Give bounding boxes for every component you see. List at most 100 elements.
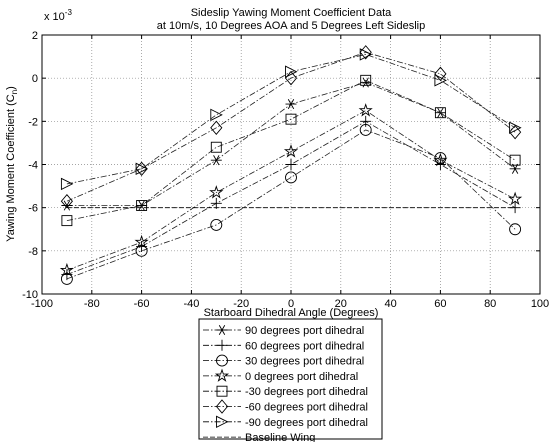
series-line xyxy=(66,110,516,271)
x-tick-label: 60 xyxy=(434,298,446,310)
x-tick-label: -40 xyxy=(183,298,199,310)
y-tick-label: -8 xyxy=(28,246,38,258)
x-tick-label: -20 xyxy=(233,298,249,310)
square-marker xyxy=(285,113,297,125)
chart-title: Sideslip Yawing Moment Coefficient Data xyxy=(191,7,392,19)
asterisk-marker xyxy=(61,200,73,211)
series-plus xyxy=(61,115,521,281)
star-marker xyxy=(209,185,224,199)
chart-subtitle: at 10m/s, 10 Degrees AOA and 5 Degrees L… xyxy=(157,20,425,32)
square-marker xyxy=(434,107,446,119)
star-marker xyxy=(59,262,74,277)
triangle-right-marker xyxy=(210,108,223,122)
plus-marker xyxy=(285,159,297,170)
legend-item: Baseline Wing xyxy=(203,432,315,442)
diamond-marker xyxy=(215,399,229,414)
y-tick-label: -10 xyxy=(22,289,38,301)
star-marker xyxy=(134,234,149,249)
star-marker xyxy=(283,144,299,158)
exponent-label: x 10-3 xyxy=(44,8,72,23)
diamond-marker xyxy=(135,161,148,177)
legend-item: 30 degrees port dihedral xyxy=(203,354,364,368)
y-tick-label: 0 xyxy=(32,73,38,85)
triangle-right-marker xyxy=(285,65,298,78)
series-line xyxy=(66,54,516,185)
plus-marker xyxy=(210,197,222,209)
diamond-marker xyxy=(210,120,223,136)
x-tick-label: -80 xyxy=(84,298,100,310)
circle-marker xyxy=(210,218,223,231)
y-tick-label: -2 xyxy=(28,116,38,128)
series-circle xyxy=(60,124,522,285)
x-tick-label: 40 xyxy=(384,298,396,310)
series-line xyxy=(66,129,516,280)
star-marker xyxy=(508,191,523,206)
ticks-layer: -100 -80 -60 -40 -20 0 20 40 60 80 10020-2-4-6-8-1… xyxy=(22,30,549,310)
exponent-power: -3 xyxy=(65,8,73,17)
series-line xyxy=(66,79,516,222)
legend-label: 30 degrees port dihedral xyxy=(245,356,364,368)
circle-marker xyxy=(135,244,148,257)
legend-label: Baseline Wing xyxy=(245,432,315,442)
square-marker xyxy=(210,141,222,153)
y-axis-label-close: ) xyxy=(5,86,17,90)
square-marker xyxy=(509,154,521,166)
legend-item: -90 degrees port dihedral xyxy=(203,415,368,429)
triangle-right-marker xyxy=(135,162,149,176)
x-tick-label: 80 xyxy=(484,298,496,310)
square-marker xyxy=(216,385,228,397)
x-tick-label: 0 xyxy=(288,298,294,310)
asterisk-marker xyxy=(136,200,148,211)
legend-item: 0 degrees port dihedral xyxy=(203,368,358,383)
legend: 90 degrees port dihedral 60 degrees port … xyxy=(203,324,368,442)
legend-item: 90 degrees port dihedral xyxy=(203,324,364,337)
triangle-right-marker xyxy=(509,121,522,135)
exponent-base: x 10 xyxy=(44,11,65,23)
plus-marker xyxy=(434,159,446,170)
triangle-right-marker xyxy=(359,48,373,61)
circle-marker xyxy=(60,272,73,285)
x-tick-label: -60 xyxy=(134,298,150,310)
legend-label: 60 degrees port dihedral xyxy=(245,340,364,352)
asterisk-marker xyxy=(216,324,228,336)
asterisk-marker xyxy=(210,155,222,166)
triangle-right-marker xyxy=(60,177,74,191)
circle-marker xyxy=(285,171,297,184)
square-marker xyxy=(61,215,73,227)
legend-label: 90 degrees port dihedral xyxy=(245,325,364,337)
circle-marker xyxy=(509,223,522,236)
x-tick-label: -100 xyxy=(31,298,53,310)
circle-marker xyxy=(359,124,372,136)
legend-label: 0 degrees port dihedral xyxy=(245,371,358,383)
y-axis-label-main: Yawing Moment Coefficient (C xyxy=(5,94,17,242)
x-tick-label: 100 xyxy=(531,298,549,310)
triangle-right-marker xyxy=(216,415,229,429)
series-line xyxy=(66,51,516,202)
plus-marker xyxy=(360,115,372,127)
diamond-marker xyxy=(509,124,522,140)
x-tick-label: 20 xyxy=(335,298,347,310)
y-tick-label: 2 xyxy=(32,30,38,42)
legend-label: -60 degrees port dihedral xyxy=(245,402,368,414)
y-axis-label-sub: n xyxy=(10,90,19,94)
series-triangle-right xyxy=(60,48,522,191)
x-axis-label: Starboard Dihedral Angle (Degrees) xyxy=(204,307,379,319)
legend-item: 60 degrees port dihedral xyxy=(203,339,364,352)
legend-item: -60 degrees port dihedral xyxy=(203,399,368,414)
plus-marker xyxy=(216,339,228,351)
asterisk-marker xyxy=(285,99,297,110)
y-tick-label: -6 xyxy=(28,203,38,215)
star-marker xyxy=(358,103,373,117)
circle-marker xyxy=(216,354,228,367)
triangle-right-marker xyxy=(434,74,447,87)
y-tick-label: -4 xyxy=(28,160,38,172)
legend-label: -30 degrees port dihedral xyxy=(245,386,368,398)
star-marker xyxy=(433,152,448,167)
legend-box xyxy=(198,318,383,440)
star-marker xyxy=(214,368,230,382)
series-pentagram xyxy=(59,103,523,277)
y-axis-label: Yawing Moment Coefficient (Cn) xyxy=(5,86,19,242)
diamond-marker xyxy=(434,66,447,82)
series-diamond xyxy=(60,45,522,209)
